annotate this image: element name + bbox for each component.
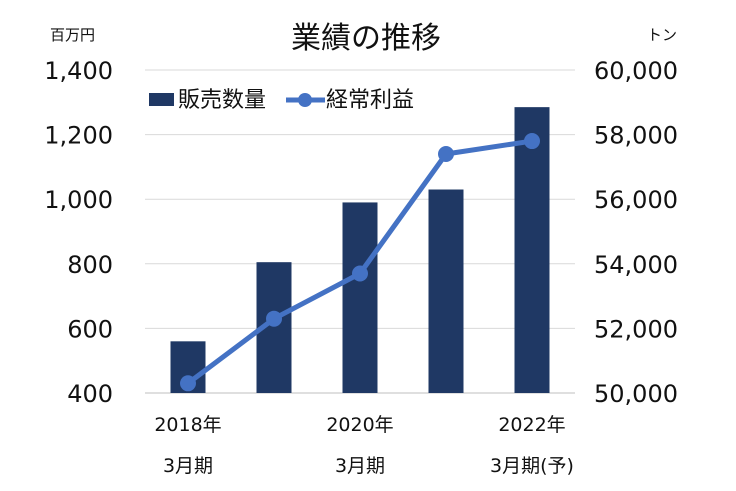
bar — [514, 107, 550, 394]
left-tick-label: 1,000 — [44, 186, 113, 214]
x-tick-label: 2018年 — [154, 414, 221, 436]
left-axis-unit: 百万円 — [50, 26, 95, 44]
x-tick-label: 2020年 — [326, 414, 393, 436]
left-tick-label: 800 — [67, 251, 113, 279]
right-tick-label: 60,000 — [594, 57, 678, 85]
legend-line-label: 経常利益 — [326, 88, 414, 113]
legend-bar-label: 販売数量 — [178, 88, 266, 113]
legend: 販売数量 経常利益 — [149, 88, 414, 113]
x-tick-label: 3月期 — [163, 455, 213, 477]
profit-point — [524, 133, 540, 150]
profit-point — [438, 145, 454, 162]
right-tick-label: 54,000 — [594, 251, 678, 279]
x-tick-label: 3月期(予) — [490, 455, 574, 477]
right-tick-label: 58,000 — [594, 122, 678, 150]
profit-point — [180, 375, 196, 392]
left-tick-label: 600 — [67, 315, 113, 343]
bar — [428, 189, 464, 393]
bar — [342, 202, 378, 393]
left-tick-label: 1,400 — [44, 57, 113, 85]
left-tick-label: 400 — [67, 380, 113, 408]
x-tick-label: 3月期 — [335, 455, 385, 477]
right-tick-label: 50,000 — [594, 380, 678, 408]
left-tick-label: 1,200 — [44, 122, 113, 150]
line-series — [180, 133, 540, 392]
profit-point — [352, 265, 368, 282]
legend-line-marker — [298, 93, 312, 107]
profit-point — [266, 310, 282, 327]
legend-bar-swatch — [149, 93, 174, 106]
right-axis-unit: トン — [647, 26, 677, 44]
x-tick-label: 2022年 — [498, 414, 565, 436]
right-tick-label: 56,000 — [594, 186, 678, 214]
chart-title: 業績の推移 — [291, 21, 441, 56]
right-tick-label: 52,000 — [594, 315, 678, 343]
bar-series — [170, 107, 550, 394]
axis-labels: 400 50,000 600 52,000 800 54,000 1,000 56,000 1,… — [44, 57, 678, 477]
